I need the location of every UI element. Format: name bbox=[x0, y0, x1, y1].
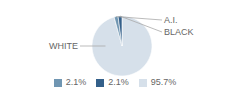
html-text:95.7%: 95.7% bbox=[150, 77, 177, 87]
svg-text:WHITE: WHITE bbox=[49, 41, 78, 51]
svg-text:BLACK: BLACK bbox=[164, 27, 194, 37]
html-text:2.1%: 2.1% bbox=[108, 77, 129, 87]
svg-text:A.I.: A.I. bbox=[164, 15, 178, 25]
html-text:2.1%: 2.1% bbox=[65, 77, 87, 87]
